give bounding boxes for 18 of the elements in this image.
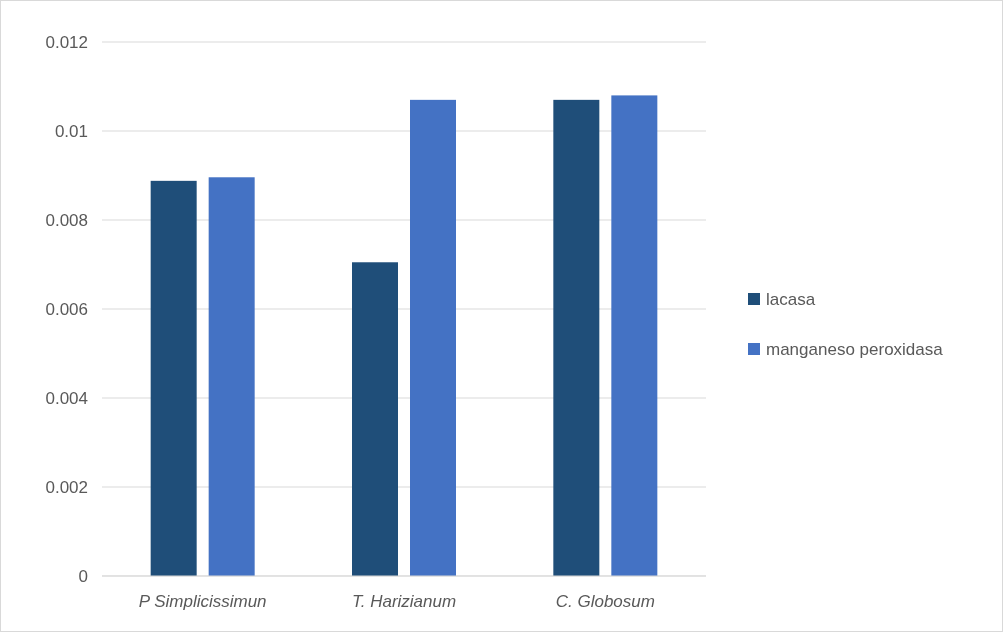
y-tick-label: 0.008 [45, 211, 88, 230]
y-tick-label: 0.006 [45, 300, 88, 319]
bar [208, 177, 255, 576]
y-tick-label: 0.004 [45, 389, 88, 408]
bar [352, 262, 398, 576]
legend-label: lacasa [766, 290, 816, 309]
x-tick-label: C. Globosum [555, 592, 655, 611]
bar [611, 95, 658, 576]
y-tick-label: 0.01 [54, 122, 88, 141]
bar [410, 99, 456, 576]
bar [150, 180, 197, 576]
x-tick-label: T. Harizianum [351, 592, 457, 611]
legend-label: manganeso peroxidasa [766, 340, 944, 359]
y-tick-label: 0.012 [45, 33, 88, 52]
y-tick-label: 0 [78, 567, 88, 586]
bar [553, 99, 600, 576]
y-tick-label: 0.002 [45, 478, 88, 497]
x-tick-label: P Simplicissimun [138, 592, 267, 611]
